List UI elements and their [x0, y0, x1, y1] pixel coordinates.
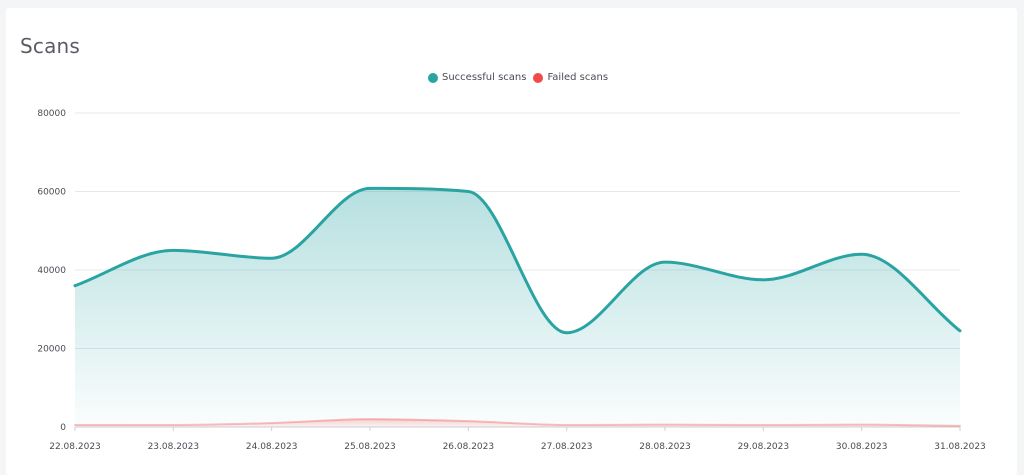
data-point-successful[interactable]	[661, 258, 669, 266]
data-point-successful[interactable]	[563, 329, 571, 337]
legend-label-successful: Successful scans	[442, 72, 527, 83]
legend-item-successful[interactable]: Successful scans	[428, 72, 526, 83]
x-tick-label: 23.08.2023	[148, 442, 200, 452]
card-title: Scans	[20, 34, 81, 58]
legend-dot-successful-icon	[428, 72, 438, 83]
data-point-successful[interactable]	[759, 276, 767, 284]
data-point-successful[interactable]	[858, 250, 866, 258]
x-tick-label: 31.08.2023	[934, 442, 986, 452]
x-tick-label: 24.08.2023	[246, 442, 298, 452]
series-area-failed	[75, 419, 960, 427]
data-point-successful[interactable]	[268, 254, 276, 262]
series-line-successful[interactable]	[73, 186, 962, 335]
y-tick-label: 60000	[37, 188, 66, 198]
x-tick-label: 29.08.2023	[738, 442, 790, 452]
legend-dot-failed-icon	[533, 72, 544, 83]
x-tick-label: 25.08.2023	[344, 442, 396, 452]
data-point-failed[interactable]	[268, 419, 276, 427]
x-tick-label: 28.08.2023	[639, 442, 691, 452]
data-point-successful[interactable]	[366, 184, 374, 192]
x-tick-label: 22.08.2023	[49, 442, 101, 452]
data-point-successful[interactable]	[169, 246, 177, 254]
data-point-failed[interactable]	[464, 417, 472, 425]
series-area-successful	[75, 188, 960, 427]
y-tick-label: 20000	[37, 345, 66, 355]
x-tick-label: 26.08.2023	[443, 442, 495, 452]
y-tick-label: 80000	[37, 109, 66, 119]
x-tick-label: 27.08.2023	[541, 442, 593, 452]
series-line-failed[interactable]	[74, 418, 961, 427]
chart-legend: Successful scans Failed scans	[428, 72, 608, 83]
y-tick-label: 40000	[37, 266, 66, 276]
x-tick-label: 30.08.2023	[836, 442, 888, 452]
legend-item-failed[interactable]: Failed scans	[533, 72, 608, 83]
data-point-successful[interactable]	[956, 327, 964, 335]
y-tick-label: 0	[60, 423, 66, 433]
data-point-successful[interactable]	[71, 282, 79, 290]
data-point-failed[interactable]	[366, 415, 374, 423]
legend-label-failed: Failed scans	[547, 72, 609, 83]
data-point-successful[interactable]	[464, 188, 472, 196]
